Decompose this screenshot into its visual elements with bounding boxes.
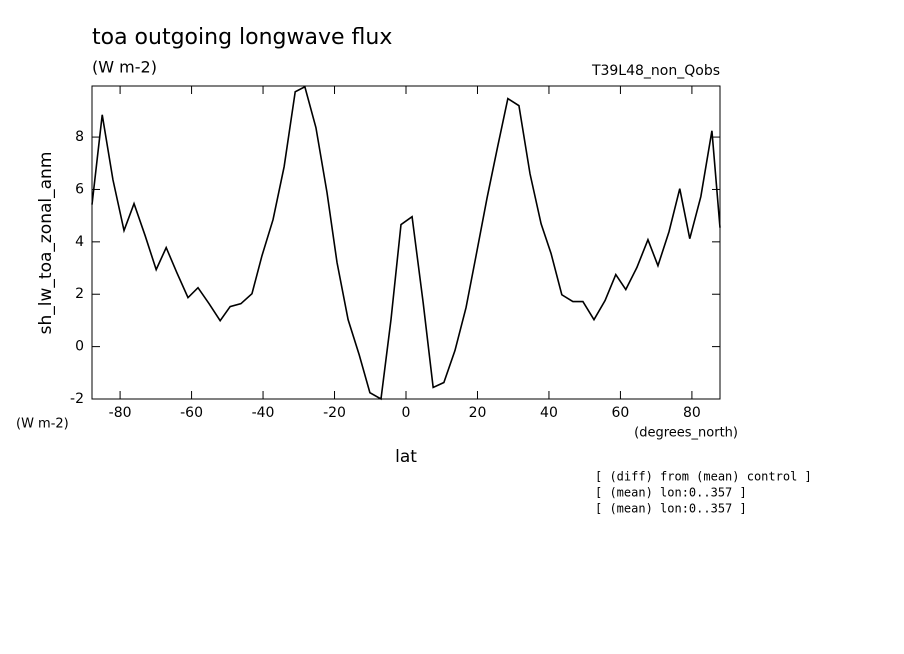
data-line (91, 85, 721, 401)
y-units: (W m-2) (16, 417, 69, 432)
x-tick-label: -60 (180, 405, 203, 421)
x-axis-label: lat (395, 447, 417, 467)
y-tick-label: 4 (75, 234, 84, 250)
y-tick-label: 0 (75, 339, 84, 355)
x-tick-label: 20 (469, 405, 487, 421)
y-tick-label: 6 (75, 181, 84, 197)
note: [ (mean) lon:0..357 ] (595, 486, 747, 500)
x-tick-label: 40 (540, 405, 558, 421)
note: [ (diff) from (mean) control ] (595, 470, 812, 484)
x-tick-label: -40 (252, 405, 275, 421)
y-axis-label: sh_lw_toa_zonal_anm (36, 152, 56, 335)
x-tick-label: 0 (402, 405, 411, 421)
y-tick-label: -2 (70, 391, 84, 407)
x-tick-label: 80 (683, 405, 701, 421)
dataset-label: T39L48_non_Qobs (591, 63, 720, 79)
units: (W m-2) (92, 58, 157, 77)
x-tick-label: -80 (109, 405, 132, 421)
x-tick-label: -20 (323, 405, 346, 421)
y-tick-label: 8 (75, 129, 84, 145)
chart-title: toa outgoing longwave flux (92, 25, 392, 50)
note: [ (mean) lon:0..357 ] (595, 502, 747, 516)
plot-frame (91, 85, 721, 400)
x-tick-label: 60 (612, 405, 630, 421)
y-tick-label: 2 (75, 286, 84, 302)
x-units: (degrees_north) (634, 426, 738, 441)
